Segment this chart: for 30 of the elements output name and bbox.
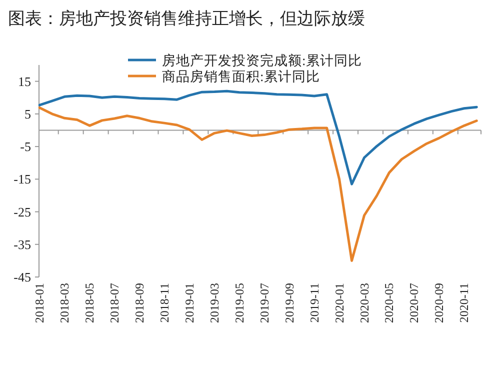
line-series — [38, 90, 478, 186]
legend-label: 商品房销售面积:累计同比 — [162, 69, 320, 84]
x-tick-label: 2020-09 — [432, 283, 446, 323]
x-tick-label: 2019-11 — [307, 283, 322, 323]
y-tick-label: -35 — [14, 236, 31, 252]
x-tick-label: 2019-09 — [282, 283, 296, 323]
x-tick-label: 2018-07 — [108, 283, 122, 323]
chart-title: 图表：房地产投资销售维持正增长，但边际放缓 — [8, 9, 365, 28]
y-tick-label: -5 — [20, 139, 31, 154]
x-tick-label: 2018-11 — [157, 283, 172, 323]
x-tick-label: 2020-05 — [382, 283, 396, 323]
x-tick-label: 2020-11 — [457, 283, 472, 323]
y-tick-label: 5 — [24, 106, 31, 122]
y-tick-label: -15 — [14, 172, 31, 187]
x-tick-label: 2019-07 — [257, 283, 272, 323]
x-tick-label: 2018-03 — [58, 283, 72, 323]
line-series — [38, 106, 478, 262]
x-tick-label: 2018-05 — [82, 283, 97, 323]
y-tick-label: 15 — [18, 74, 31, 89]
x-tick-label: 2020-07 — [407, 283, 422, 323]
x-tick-label: 2019-05 — [232, 283, 246, 323]
x-tick-label: 2019-01 — [182, 283, 196, 323]
x-tick-label: 2020-03 — [357, 283, 372, 323]
x-tick-label: 2018-01 — [32, 283, 47, 323]
y-tick-label: -25 — [14, 204, 31, 220]
x-tick-label: 2018-09 — [132, 283, 147, 323]
y-tick-label: -45 — [14, 270, 31, 284]
x-tick-label: 2019-03 — [207, 283, 222, 323]
x-tick-label: 2020-01 — [332, 283, 346, 323]
legend-label: 房地产开发投资完成额:累计同比 — [162, 53, 362, 68]
